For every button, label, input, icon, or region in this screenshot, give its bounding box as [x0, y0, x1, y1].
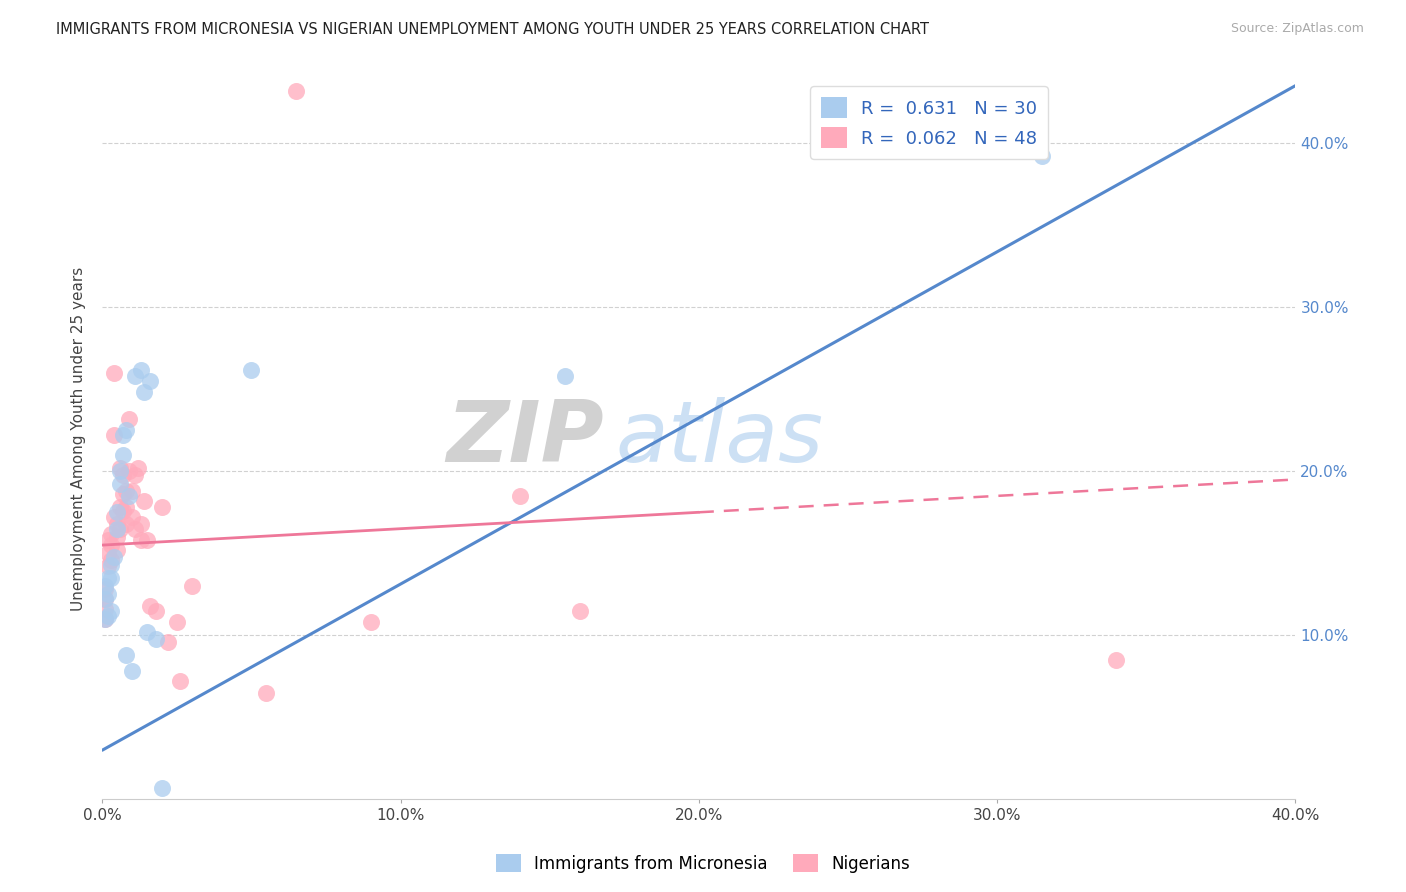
- Point: [554, 369, 576, 384]
- Point: [568, 604, 591, 618]
- Point: [97, 546, 120, 560]
- Point: [115, 516, 138, 531]
- Point: [169, 674, 191, 689]
- Point: [94, 612, 117, 626]
- Point: [94, 592, 117, 607]
- Point: [100, 604, 122, 618]
- Point: [105, 505, 128, 519]
- Point: [103, 510, 125, 524]
- Point: [100, 553, 122, 567]
- Point: [121, 483, 143, 498]
- Point: [94, 602, 117, 616]
- Point: [108, 461, 131, 475]
- Point: [100, 558, 122, 572]
- Point: [105, 543, 128, 558]
- Point: [100, 538, 122, 552]
- Point: [94, 612, 117, 626]
- Point: [132, 385, 155, 400]
- Point: [136, 625, 159, 640]
- Point: [1031, 149, 1053, 163]
- Point: [115, 648, 138, 662]
- Point: [94, 592, 117, 607]
- Point: [132, 493, 155, 508]
- Point: [150, 780, 173, 795]
- Point: [103, 428, 125, 442]
- Point: [121, 510, 143, 524]
- Y-axis label: Unemployment Among Youth under 25 years: Unemployment Among Youth under 25 years: [72, 267, 86, 610]
- Point: [115, 423, 138, 437]
- Point: [97, 559, 120, 574]
- Point: [360, 615, 382, 630]
- Point: [139, 599, 162, 613]
- Point: [156, 635, 179, 649]
- Point: [100, 526, 122, 541]
- Point: [139, 374, 162, 388]
- Text: Source: ZipAtlas.com: Source: ZipAtlas.com: [1230, 22, 1364, 36]
- Point: [94, 582, 117, 597]
- Point: [124, 467, 146, 482]
- Point: [97, 608, 120, 623]
- Point: [108, 500, 131, 515]
- Point: [150, 500, 173, 515]
- Point: [103, 549, 125, 564]
- Point: [112, 448, 135, 462]
- Point: [112, 503, 135, 517]
- Point: [105, 530, 128, 544]
- Point: [112, 467, 135, 482]
- Point: [129, 362, 152, 376]
- Point: [97, 587, 120, 601]
- Point: [136, 533, 159, 548]
- Text: ZIP: ZIP: [446, 397, 603, 480]
- Point: [180, 579, 202, 593]
- Point: [124, 369, 146, 384]
- Point: [105, 516, 128, 531]
- Text: atlas: atlas: [616, 397, 824, 480]
- Legend: R =  0.631   N = 30, R =  0.062   N = 48: R = 0.631 N = 30, R = 0.062 N = 48: [810, 87, 1047, 159]
- Point: [105, 522, 128, 536]
- Point: [115, 500, 138, 515]
- Point: [118, 411, 141, 425]
- Text: IMMIGRANTS FROM MICRONESIA VS NIGERIAN UNEMPLOYMENT AMONG YOUTH UNDER 25 YEARS C: IMMIGRANTS FROM MICRONESIA VS NIGERIAN U…: [56, 22, 929, 37]
- Point: [94, 579, 117, 593]
- Point: [108, 477, 131, 491]
- Point: [115, 483, 138, 498]
- Point: [100, 571, 122, 585]
- Point: [103, 366, 125, 380]
- Point: [240, 362, 263, 376]
- Legend: Immigrants from Micronesia, Nigerians: Immigrants from Micronesia, Nigerians: [489, 847, 917, 880]
- Point: [129, 516, 152, 531]
- Point: [127, 461, 149, 475]
- Point: [166, 615, 188, 630]
- Point: [118, 489, 141, 503]
- Point: [121, 665, 143, 679]
- Point: [97, 533, 120, 548]
- Point: [509, 489, 531, 503]
- Point: [124, 522, 146, 536]
- Point: [145, 604, 167, 618]
- Point: [118, 464, 141, 478]
- Point: [285, 84, 308, 98]
- Point: [1105, 653, 1128, 667]
- Point: [97, 571, 120, 585]
- Point: [254, 686, 277, 700]
- Point: [112, 428, 135, 442]
- Point: [112, 487, 135, 501]
- Point: [108, 464, 131, 478]
- Point: [108, 522, 131, 536]
- Point: [129, 533, 152, 548]
- Point: [145, 632, 167, 646]
